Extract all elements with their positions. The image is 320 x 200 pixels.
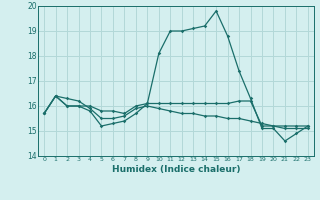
X-axis label: Humidex (Indice chaleur): Humidex (Indice chaleur)	[112, 165, 240, 174]
